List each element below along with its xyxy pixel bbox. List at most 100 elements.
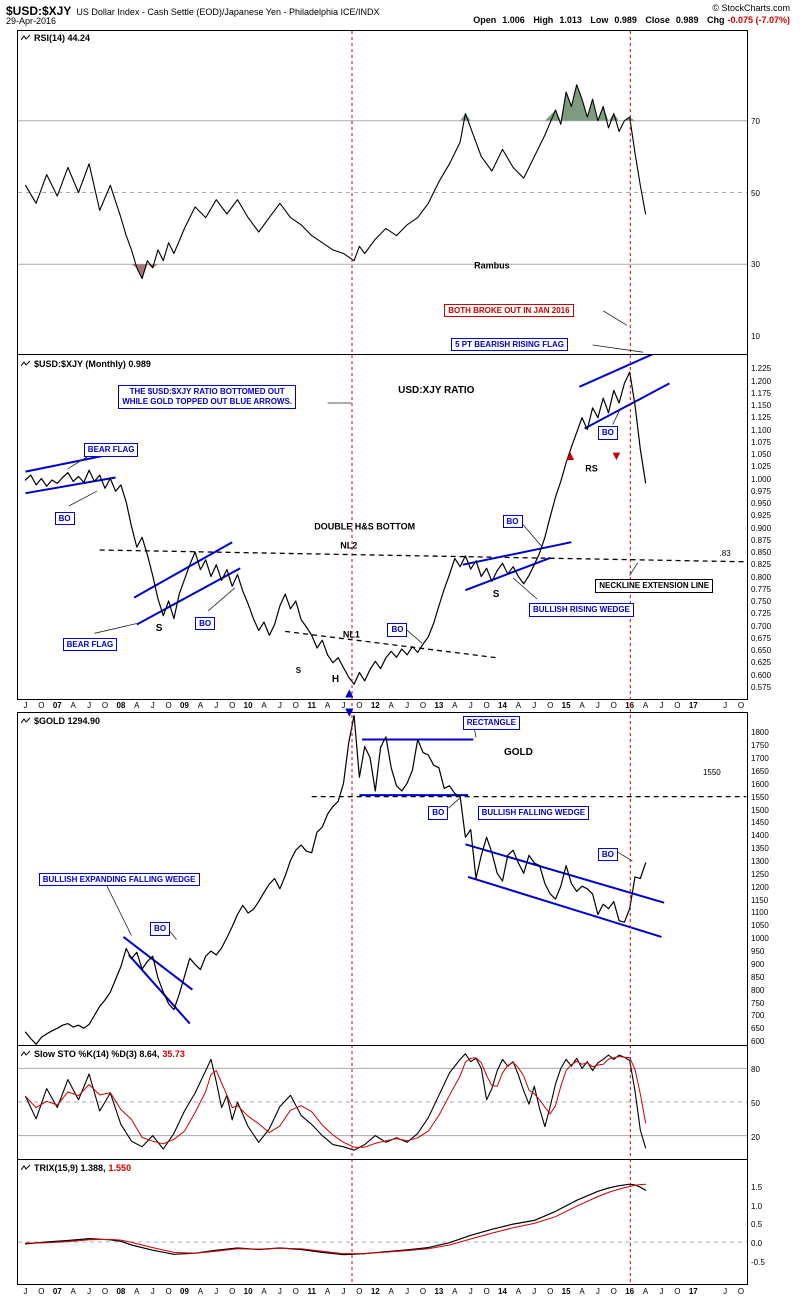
x-axis-label: J [23,701,28,710]
x-axis-label: J [659,701,664,710]
x-axis-label: 11 [307,1287,316,1296]
sto-panel-label: Slow STO %K(14) %D(3) 8.64, 35.73 [21,1049,185,1059]
x-axis-label: A [579,1287,585,1296]
x-axis-label: J [87,1287,92,1296]
x-axis-label: J [150,701,155,710]
x-axis-label: 08 [116,701,126,710]
neckline-extension-callout-leader [629,562,638,576]
bo-flag2-callout: BO [195,616,216,631]
x-axis-label: O [229,701,236,710]
small-shoulder-label: S [295,666,302,676]
trix-line [24,1183,647,1256]
y-axis-label: 1.175 [751,388,772,398]
y-axis-label: 800 [751,985,765,995]
y-axis-label: 0.700 [751,621,772,631]
x-axis-label: O [674,1287,681,1296]
y-axis-label: 1700 [751,754,769,764]
x-axis-label: O [737,701,745,710]
rsi-line-oversold-fill [25,264,646,279]
bo-flag1-callout: BO [54,511,75,526]
quote-row: Open 1.006 High 1.013 Low 0.989 Close 0.989 … [467,15,790,25]
y-axis-label: 1.000 [751,474,772,484]
both-broke-out-callout-leader [602,310,628,326]
x-axis-label: J [532,701,537,710]
x-axis-label: J [214,1287,219,1296]
x-axis-label: 08 [116,1287,126,1296]
falling-wedge-upper [465,843,665,904]
x-axis-label: A [134,701,140,710]
trix-panel-label-red-value: 1.550 [108,1163,132,1173]
x-axis-label: 10 [243,701,253,710]
y-axis-label: 1.150 [751,401,772,410]
y-axis-label: 750 [751,998,765,1008]
symbol-title: $USD:$XJY [6,4,72,18]
y-axis-label: 1750 [751,741,769,751]
y-axis-label: 1550 [751,792,769,802]
y-axis-label: 1500 [751,805,769,815]
x-axis-label: A [388,1287,394,1296]
bo-flag1-callout-leader [68,490,98,507]
x-axis-label: J [23,1287,28,1296]
y-axis-label: 1400 [751,831,769,841]
plot-rsi [18,84,747,353]
x-axis-label: J [405,701,410,710]
plot-sto [18,1053,747,1151]
y-axis-label: 1.025 [751,462,772,472]
bear-flag-1-upper [25,454,106,473]
y-axis-label: 0.0 [751,1239,763,1248]
indicator-zigzag-icon [21,717,31,724]
y-axis-label: 950 [751,947,765,957]
x-axis-label: J [277,1287,282,1296]
x-axis-label: A [70,1287,76,1296]
double-hs-bottom-label: DOUBLE H&S BOTTOM [314,521,416,532]
x-axis-label: A [324,1287,331,1296]
y-axis-label: 1150 [751,895,769,905]
y-axis-label: 0.750 [751,597,772,606]
chart-date: 29-Apr-2016 [6,16,57,26]
y-axis-label: 0.600 [751,670,772,680]
x-axis-label: J [405,1287,410,1296]
x-axis-label: O [674,701,681,710]
bo-rectangle-callout-leader [448,797,461,809]
x-axis-label: O [165,701,172,710]
x-axis-label: O [737,1287,745,1296]
bullish-expanding-wedge-callout: BULLISH EXPANDING FALLING WEDGE [38,872,200,887]
ratio-bottomed-note: THE $USD:$XJY RATIO BOTTOMED OUT WHILE G… [118,385,297,409]
y-axis-label: 0.900 [751,523,772,533]
x-axis-label: J [723,701,728,710]
y-axis-label: 1.100 [751,425,772,435]
red-down-arrow: ▼ [610,448,623,464]
y-axis-label: 1650 [751,766,769,776]
x-axis-label: J [150,1287,155,1296]
y-axis-label: 1000 [751,934,769,944]
rsi-line-overbought-fill [25,84,646,121]
slow-sto-d-line [25,1056,647,1148]
x-axis-label: 14 [498,1287,507,1296]
y-axis-label: 0.875 [751,535,772,545]
trix-panel-label: TRIX(15,9) 1.388, 1.550 [21,1163,131,1173]
y-axis-label: 1.225 [751,364,772,374]
bullish-rising-wedge-callout: BULLISH RISING WEDGE [529,603,634,618]
neckline-extension-callout: NECKLINE EXTENSION LINE [595,578,714,593]
indicator-zigzag-icon [21,1164,31,1171]
rising-wedge-upper [462,541,572,566]
plot-main [24,355,747,685]
plot-gold [24,714,747,1045]
low-label: Low [590,15,609,25]
bo-flag-2015-callout-leader [612,407,622,425]
bullish-expanding-wedge-callout-leader [104,881,132,936]
open-value: 1.006 [502,15,525,25]
bear-flag-1-callout-leader [67,456,89,470]
y-axis-label: 0.575 [751,682,772,692]
x-axis-label: A [134,1287,140,1296]
level-1550-label: 1550 [702,768,721,778]
x-axis-label: O [547,1287,554,1296]
indicator-zigzag-icon [21,34,31,41]
gold-panel-label-text: $GOLD 1294.90 [34,716,101,726]
x-axis-label: 13 [434,701,444,710]
bullish-rising-wedge-callout-leader [512,577,538,600]
y-axis-label: 1300 [751,856,769,866]
y-axis-label: 1050 [751,921,769,931]
x-axis-label: A [642,1287,649,1296]
